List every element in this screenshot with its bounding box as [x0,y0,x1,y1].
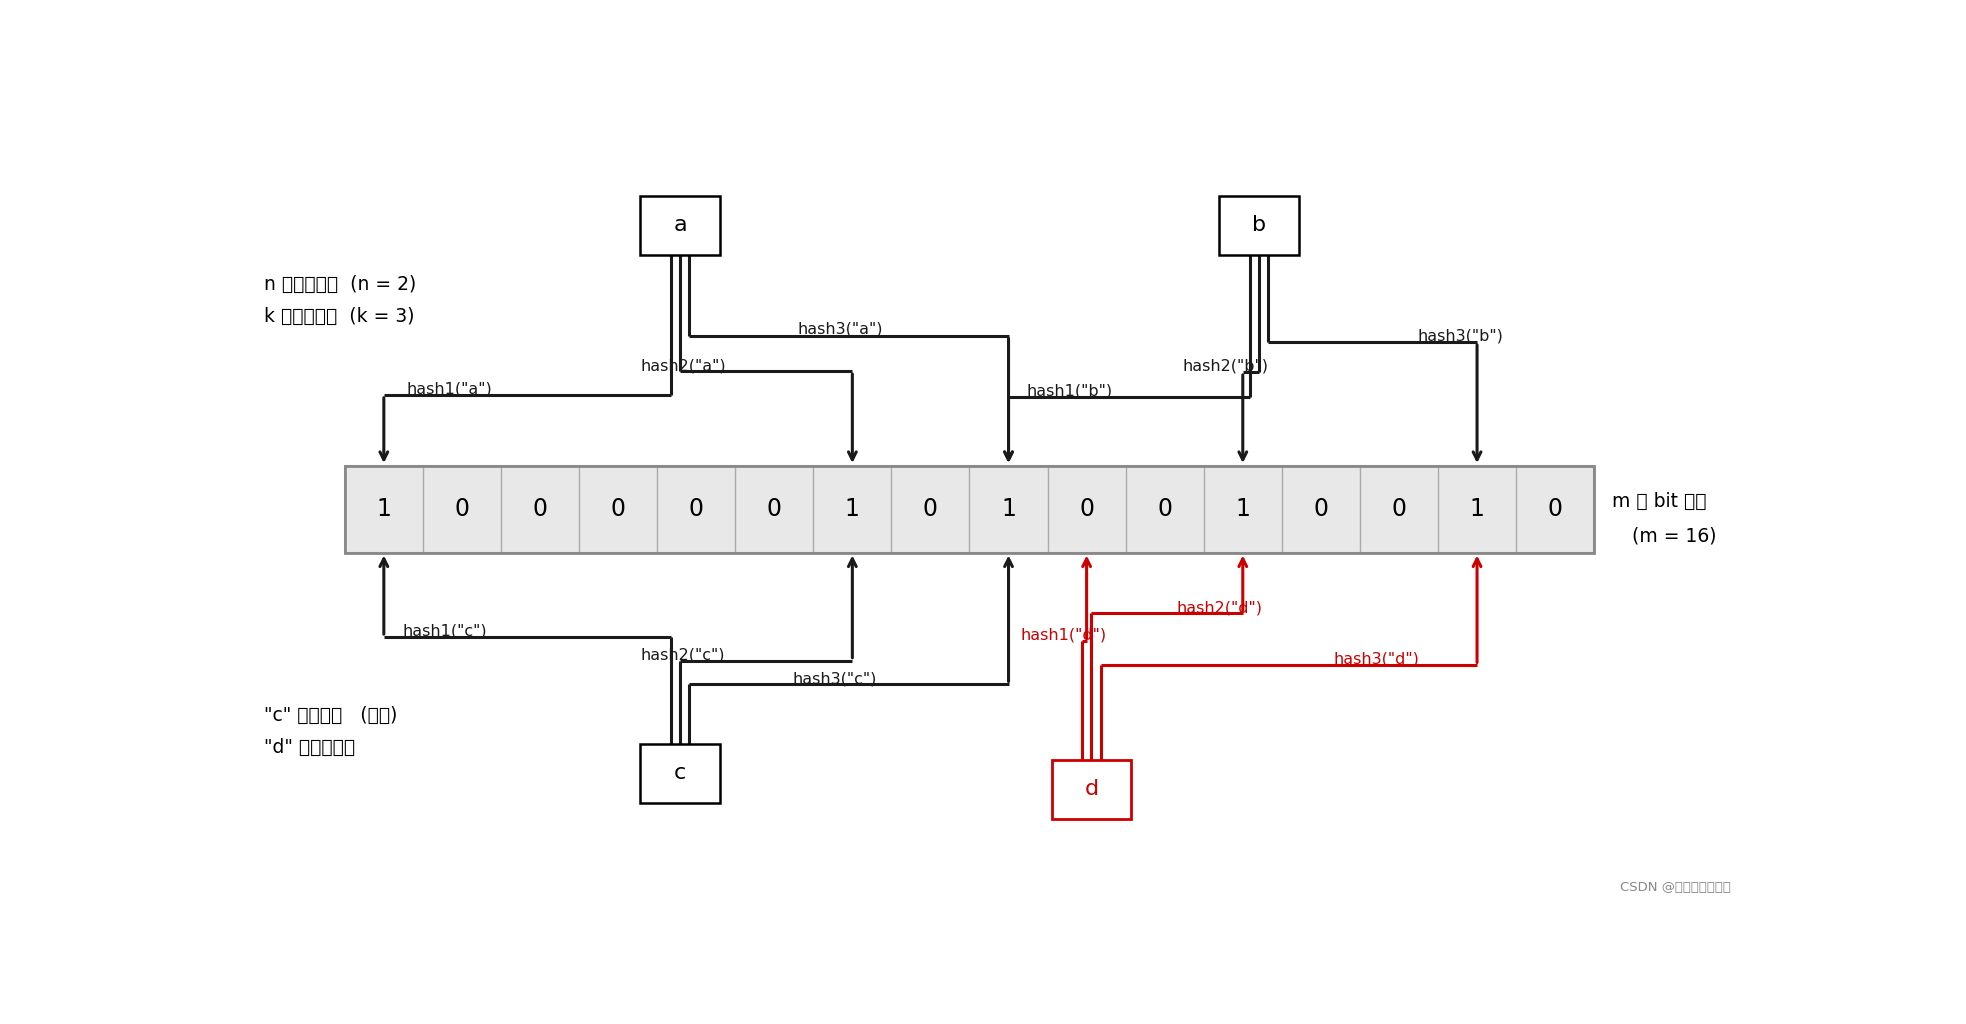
Text: m 位 bit 数组: m 位 bit 数组 [1612,492,1706,511]
Text: 0: 0 [922,498,938,521]
Text: d: d [1085,779,1099,799]
Text: 0: 0 [1313,498,1329,521]
Text: 0: 0 [1392,498,1406,521]
Text: hash1("c"): hash1("c") [403,624,488,639]
Text: k 个散列函数  (k = 3): k 个散列函数 (k = 3) [263,306,415,326]
Text: (m = 16): (m = 16) [1632,526,1716,546]
Text: hash1("a"): hash1("a") [407,382,492,397]
Text: hash2("a"): hash2("a") [641,358,727,373]
Text: 0: 0 [688,498,704,521]
Text: n 个原始数据  (n = 2): n 个原始数据 (n = 2) [263,275,417,294]
Text: 1: 1 [1001,498,1016,521]
Bar [344,466,1594,553]
Text: hash2("c"): hash2("c") [641,647,725,663]
Text: 0: 0 [1158,498,1172,521]
Text: hash2("d"): hash2("d") [1178,600,1262,615]
Bar [1219,196,1300,255]
Text: hash2("b"): hash2("b") [1184,358,1268,373]
Text: CSDN @阿昌喜欢吃黄桃: CSDN @阿昌喜欢吃黄桃 [1620,881,1732,894]
Text: hash3("c"): hash3("c") [792,672,877,686]
Text: b: b [1252,215,1266,236]
Text: 0: 0 [1079,498,1095,521]
Text: hash3("b"): hash3("b") [1417,329,1504,343]
Text: 1: 1 [1471,498,1484,521]
Bar [1052,760,1130,819]
Text: "c" 可能存在   (误判): "c" 可能存在 (误判) [263,707,397,725]
Text: 1: 1 [1235,498,1250,521]
Text: 0: 0 [533,498,547,521]
Text: "d" 一定不存在: "d" 一定不存在 [263,738,356,757]
Text: 0: 0 [611,498,625,521]
Text: 0: 0 [767,498,782,521]
Bar [344,466,1594,553]
Text: hash3("d"): hash3("d") [1333,651,1419,667]
Text: hash1("d"): hash1("d") [1020,628,1107,643]
Text: 1: 1 [376,498,391,521]
Text: a: a [672,215,686,236]
Text: c: c [674,763,686,783]
Text: 1: 1 [845,498,859,521]
Bar [641,743,720,803]
Text: 0: 0 [454,498,470,521]
Text: hash1("b"): hash1("b") [1026,383,1113,398]
Text: 0: 0 [1547,498,1563,521]
Bar [641,196,720,255]
Text: hash3("a"): hash3("a") [796,322,883,337]
